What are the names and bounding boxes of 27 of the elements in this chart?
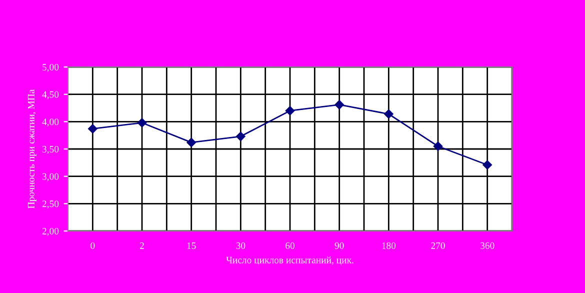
point	[137, 118, 147, 128]
y-tick-label: 2,00	[42, 228, 59, 236]
y-axis-title: Прочность при сжатии, МПа	[28, 89, 36, 208]
x-tick-label: 60	[286, 242, 294, 249]
y-tick-label: 2,50	[42, 200, 59, 209]
point	[334, 100, 344, 110]
y-tick-label: 5,00	[42, 64, 59, 72]
point	[88, 124, 98, 134]
y-tick-label: 3,00	[42, 173, 59, 182]
y-tick-label: 3,50	[42, 146, 59, 154]
x-tick-label: 0	[90, 242, 95, 249]
y-tick-label: 4,50	[42, 91, 59, 100]
x-tick-label: 90	[334, 242, 344, 249]
point	[236, 132, 246, 142]
point	[482, 160, 492, 170]
x-tick-label: 270	[431, 242, 445, 249]
x-axis-title: Число циклов испытаний, цик.	[226, 256, 354, 266]
point	[433, 142, 443, 151]
point	[186, 138, 196, 148]
x-tick-label: 180	[382, 242, 396, 249]
x-tick-label: 360	[480, 242, 494, 249]
x-tick-label: 30	[236, 242, 246, 249]
y-tick-label: 4,00	[42, 118, 59, 127]
x-tick-label: 2	[140, 242, 144, 249]
x-tick-label: 15	[187, 242, 196, 249]
point	[384, 109, 394, 119]
point	[285, 106, 295, 116]
